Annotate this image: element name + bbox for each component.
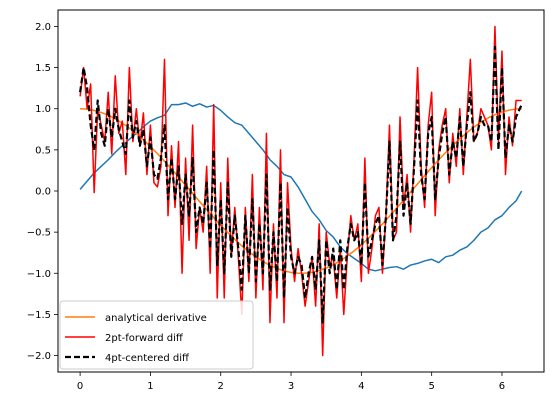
x-tick-label: 2 [218, 381, 224, 392]
series-line-function [79, 102, 523, 272]
y-tick-label: 0.5 [35, 145, 51, 156]
y-tick-label: −1.0 [27, 269, 51, 280]
x-tick-label: 6 [499, 381, 505, 392]
legend-label-analytical-derivative: analytical derivative [105, 313, 207, 324]
x-tick-label: 0 [77, 381, 83, 392]
x-tick-label: 5 [428, 381, 434, 392]
series-line-4pt-centered-diff [79, 45, 523, 324]
y-tick-label: −0.5 [27, 228, 51, 239]
legend-label-4pt-centered-diff: 4pt-centered diff [105, 353, 190, 364]
x-axis: 0 1 2 3 4 5 6 [77, 372, 505, 392]
y-tick-label: −2.0 [27, 351, 51, 362]
x-tick-label: 3 [288, 381, 294, 392]
y-tick-label: 0.0 [35, 187, 51, 198]
legend-label-2pt-forward-diff: 2pt-forward diff [105, 333, 184, 344]
legend: analytical derivative 2pt-forward diff 4… [59, 300, 254, 370]
y-axis: −2.0 −1.5 −1.0 −0.5 0.0 0.5 1.0 1.5 2.0 [27, 22, 58, 362]
y-tick-label: 1.5 [35, 63, 51, 74]
y-tick-label: 1.0 [35, 104, 51, 115]
x-tick-label: 1 [147, 381, 153, 392]
series-layer [79, 25, 523, 357]
x-tick-label: 4 [358, 381, 364, 392]
y-tick-label: −1.5 [27, 310, 51, 321]
y-tick-label: 2.0 [35, 22, 51, 33]
legend-box [59, 300, 254, 370]
